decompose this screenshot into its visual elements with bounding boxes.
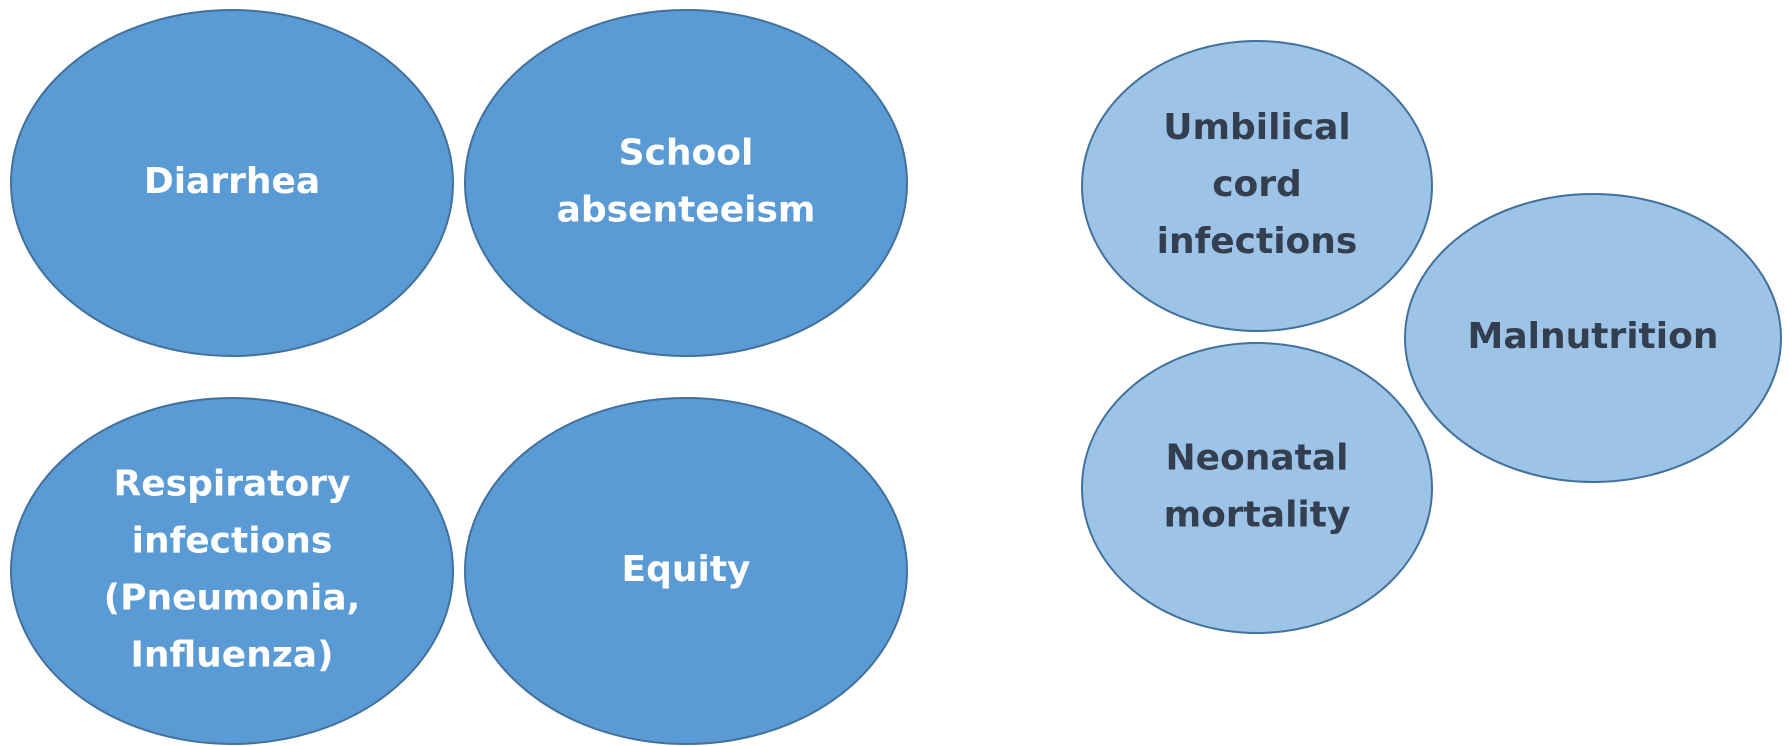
node-label: Respiratory bbox=[114, 464, 351, 505]
node-ellipse bbox=[464, 397, 908, 745]
node-label: cord bbox=[1212, 164, 1302, 205]
node-ellipse bbox=[1081, 342, 1433, 634]
node-label: Diarrhea bbox=[144, 161, 320, 202]
node-label: Neonatal bbox=[1165, 438, 1348, 479]
node-ellipse bbox=[464, 9, 908, 357]
node-label: Malnutrition bbox=[1468, 316, 1719, 357]
node-ellipse bbox=[1404, 193, 1782, 483]
node-ellipse bbox=[10, 397, 454, 745]
node-label: infections bbox=[132, 521, 333, 562]
node-label: (Pneumonia, bbox=[104, 578, 361, 619]
node-label: infections bbox=[1157, 221, 1358, 262]
node-ellipse bbox=[1081, 40, 1433, 332]
node-label: mortality bbox=[1164, 495, 1351, 536]
node-label: Umbilical bbox=[1163, 107, 1351, 148]
node-label: absenteeism bbox=[557, 190, 816, 231]
node-label: Influenza) bbox=[130, 635, 333, 676]
node-label: School bbox=[619, 133, 754, 174]
node-ellipse bbox=[10, 9, 454, 357]
node-label: Equity bbox=[621, 549, 750, 590]
